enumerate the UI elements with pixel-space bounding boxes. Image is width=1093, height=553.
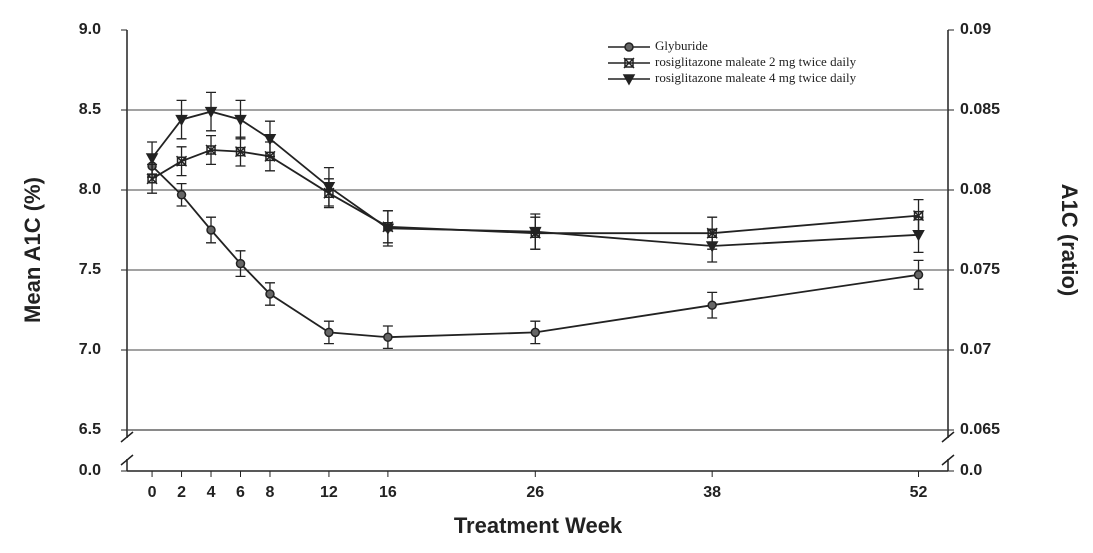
y2-tick-label: 0.075 xyxy=(960,261,1000,278)
x-tick-label: 16 xyxy=(379,484,397,501)
y-axis-title: Mean A1C (%) xyxy=(20,177,45,323)
data-point xyxy=(324,327,334,338)
x-tick-label: 6 xyxy=(236,484,245,501)
data-point xyxy=(235,258,246,269)
data-point xyxy=(912,230,925,242)
y-tick-label: 8.5 xyxy=(79,101,101,118)
data-point xyxy=(204,106,218,119)
x-tick-label: 8 xyxy=(266,484,275,501)
y-tick-label: 6.5 xyxy=(79,421,101,438)
x-tick-label: 4 xyxy=(207,484,216,501)
y2-tick-label: 0.085 xyxy=(960,101,1000,118)
data-point xyxy=(383,332,393,342)
x-tick-label: 2 xyxy=(177,484,186,501)
axis-break xyxy=(120,431,134,466)
x-tick-label: 12 xyxy=(320,484,338,501)
y-tick-label: 7.5 xyxy=(79,261,101,278)
data-point xyxy=(381,223,395,235)
series-line xyxy=(151,165,919,339)
data-point xyxy=(913,270,924,280)
data-point xyxy=(145,153,159,165)
legend-marker xyxy=(622,74,636,86)
x-tick-label: 38 xyxy=(703,484,721,501)
y2-axis-title: A1C (ratio) xyxy=(1057,184,1082,296)
legend-label: Glyburide xyxy=(655,38,708,53)
y2-tick-label: 0.09 xyxy=(960,21,991,38)
data-point xyxy=(176,155,188,167)
data-point xyxy=(529,226,542,239)
y-tick-label: 9.0 xyxy=(79,21,101,38)
y-tick-label: 0.0 xyxy=(79,462,101,479)
data-point xyxy=(234,146,247,158)
x-axis-title: Treatment Week xyxy=(454,513,623,538)
data-point xyxy=(707,300,717,310)
data-point xyxy=(205,144,217,156)
data-point xyxy=(263,134,277,146)
data-point xyxy=(175,114,188,127)
data-point xyxy=(206,225,216,235)
y2-tick-label: 0.07 xyxy=(960,341,991,358)
data-point xyxy=(322,182,336,194)
axis-break xyxy=(941,431,955,466)
y-tick-label: 8.0 xyxy=(79,181,101,198)
legend-label: rosiglitazone maleate 2 mg twice daily xyxy=(655,54,857,69)
data-point xyxy=(146,173,158,185)
legend-label: rosiglitazone maleate 4 mg twice daily xyxy=(655,70,857,85)
data-point xyxy=(705,241,719,253)
data-point xyxy=(265,289,275,299)
legend-marker xyxy=(624,42,634,52)
data-point xyxy=(530,327,541,338)
data-point xyxy=(176,190,187,200)
x-tick-label: 52 xyxy=(910,484,928,501)
data-point xyxy=(234,114,247,127)
y2-tick-label: 0.065 xyxy=(960,421,1000,438)
x-tick-label: 26 xyxy=(526,484,544,501)
y2-tick-label: 0.08 xyxy=(960,181,991,198)
y-tick-label: 7.0 xyxy=(79,341,101,358)
legend-marker xyxy=(623,57,635,69)
series-line xyxy=(151,149,919,235)
x-tick-label: 0 xyxy=(148,484,157,501)
y2-tick-label: 0.0 xyxy=(960,462,982,479)
series-line xyxy=(151,110,919,247)
